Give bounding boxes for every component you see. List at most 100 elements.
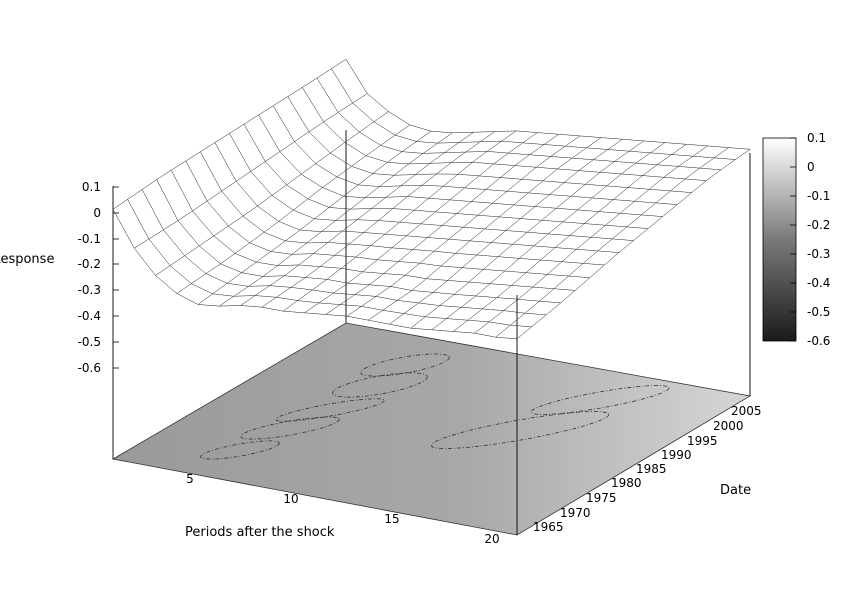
mesh-line	[213, 235, 236, 254]
mesh-line	[571, 147, 587, 159]
mesh-line	[346, 315, 369, 321]
mesh-line	[391, 247, 414, 250]
mesh-line	[265, 161, 287, 185]
mesh-line	[408, 153, 424, 165]
mesh-line	[240, 305, 262, 308]
mesh-line	[656, 154, 672, 165]
mesh-line	[399, 209, 415, 223]
mesh-line	[389, 323, 411, 329]
mesh-line	[240, 295, 256, 306]
mesh-line	[626, 226, 649, 229]
mesh-line	[465, 141, 481, 153]
mesh-line	[400, 184, 423, 187]
mesh-line	[229, 133, 251, 172]
mesh-line	[468, 269, 484, 283]
mesh-line	[477, 203, 493, 216]
mesh-line	[642, 164, 658, 176]
mesh-line	[341, 256, 357, 269]
mesh-line	[391, 235, 407, 249]
mesh-line	[414, 198, 429, 211]
mesh-line	[583, 263, 605, 266]
mesh-line	[449, 199, 472, 202]
mesh-line	[539, 300, 561, 304]
mesh-line	[604, 252, 620, 266]
mesh-line	[287, 96, 310, 132]
mesh-line	[229, 123, 245, 134]
mesh-line	[409, 124, 432, 132]
mesh-line	[423, 142, 438, 154]
mesh-line	[520, 206, 536, 219]
mesh-line	[354, 294, 377, 297]
mesh-line	[234, 253, 257, 263]
mesh-line	[599, 161, 615, 173]
mesh-line	[540, 247, 556, 261]
mesh-line	[331, 68, 353, 104]
mesh-line	[575, 277, 590, 291]
mesh-line	[403, 302, 419, 314]
mesh-line	[315, 152, 331, 164]
mesh-line	[484, 216, 500, 230]
mesh-line	[528, 192, 550, 195]
mesh-line	[485, 177, 501, 190]
mesh-line	[384, 221, 400, 235]
mesh-line	[333, 292, 355, 295]
mesh-line	[419, 262, 442, 267]
mesh-line	[526, 272, 548, 275]
mesh-line	[265, 151, 281, 162]
mesh-line	[410, 327, 432, 331]
mesh-line	[664, 142, 687, 145]
mesh-line	[299, 218, 315, 231]
mesh-line	[510, 324, 532, 328]
mesh-line	[184, 245, 200, 256]
mesh-line	[473, 131, 495, 133]
mesh-line	[279, 141, 295, 152]
z-tick-label: -0.3	[78, 283, 101, 297]
mesh-line	[429, 162, 452, 164]
mesh-line	[377, 247, 392, 261]
mesh-line	[383, 261, 399, 274]
mesh-line	[406, 223, 422, 237]
mesh-line	[361, 296, 377, 307]
mesh-line	[255, 285, 270, 296]
mesh-line	[514, 154, 530, 166]
mesh-line	[355, 245, 371, 258]
colorbar-tick-label: 0	[807, 160, 815, 174]
mesh-line	[467, 308, 483, 321]
mesh-line	[456, 213, 478, 216]
mesh-line	[270, 251, 293, 255]
mesh-line	[221, 181, 237, 192]
mesh-line	[401, 141, 417, 152]
mesh-line	[340, 304, 362, 307]
mesh-line	[185, 151, 201, 162]
mesh-line	[521, 178, 543, 182]
mesh-line	[527, 231, 549, 235]
mesh-line	[455, 253, 477, 256]
date-axis-title: Date	[720, 483, 751, 498]
mesh-line	[556, 196, 572, 209]
mesh-line	[326, 268, 342, 280]
mesh-line	[382, 300, 398, 311]
mesh-line	[508, 152, 530, 155]
mesh-line	[191, 283, 213, 295]
mesh-line	[312, 279, 327, 291]
mesh-line	[318, 292, 334, 304]
mesh-line	[568, 275, 590, 278]
mesh-line	[527, 220, 542, 233]
mesh-line	[308, 121, 324, 132]
mesh-line	[337, 112, 360, 133]
mesh-line	[307, 198, 330, 208]
mesh-line	[415, 163, 431, 175]
mesh-line	[227, 272, 242, 284]
mesh-line	[340, 294, 355, 305]
mesh-line	[628, 140, 644, 152]
mesh-line	[437, 132, 453, 144]
mesh-line	[448, 238, 471, 242]
z-tick-label: -0.6	[78, 361, 101, 375]
mesh-line	[655, 202, 678, 205]
mesh-line	[629, 150, 651, 154]
mesh-line	[278, 221, 301, 231]
mesh-line	[443, 174, 459, 187]
mesh-line	[458, 132, 474, 143]
x-axis: 5 10 15 20	[186, 472, 499, 546]
